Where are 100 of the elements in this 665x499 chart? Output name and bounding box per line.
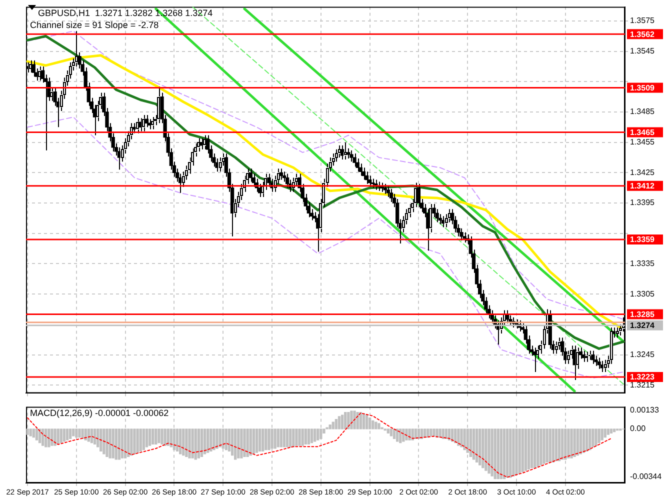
candlestick: [334, 148, 338, 162]
bar: [350, 410, 353, 430]
bar: [472, 428, 476, 460]
bar: [50, 428, 54, 446]
bar: [179, 428, 182, 454]
bar: [68, 428, 72, 439]
bar: [289, 428, 292, 448]
bar: [378, 423, 380, 430]
bar: [606, 428, 610, 435]
bar: [102, 428, 106, 454]
text: Channel size = 91 Slope = -2.78: [30, 20, 159, 30]
bar: [246, 428, 249, 458]
bar: [500, 428, 503, 480]
candlestick: [576, 347, 580, 370]
bar: [234, 428, 237, 460]
bar: [158, 428, 160, 444]
bar: [536, 428, 540, 467]
bar: [567, 428, 570, 458]
candlestick: [362, 167, 366, 180]
bar: [230, 428, 234, 456]
bar: [482, 428, 484, 468]
bar: [108, 428, 112, 458]
candlestick: [600, 360, 604, 372]
bar: [548, 428, 552, 463]
bar: [408, 428, 411, 440]
bar: [100, 428, 102, 452]
y-tick-label: 1.3335: [630, 258, 656, 268]
bar: [334, 418, 338, 430]
bar: [142, 428, 145, 450]
bar: [414, 428, 417, 439]
candlestick: [364, 171, 369, 184]
bar: [386, 428, 390, 434]
bar: [286, 428, 289, 448]
bar: [148, 428, 152, 446]
bar: [197, 428, 200, 458]
bar: [78, 428, 81, 438]
chart-title: MACD(12,26,9) -0.00001 -0.00062: [30, 408, 169, 418]
candlestick: [218, 157, 222, 172]
bar: [35, 428, 38, 440]
bar: [374, 422, 378, 430]
bar: [488, 428, 490, 474]
bar: [54, 428, 56, 446]
bar: [240, 428, 243, 458]
bar: [521, 428, 524, 472]
bar: [29, 428, 32, 436]
bar: [396, 428, 399, 442]
bar: [310, 428, 314, 444]
bar: [120, 428, 124, 458]
bar: [182, 428, 185, 456]
candlestick: [416, 183, 421, 208]
bar: [506, 428, 509, 478]
candlestick: [337, 144, 342, 158]
y-tick-label: 1.3455: [630, 138, 656, 147]
bar: [359, 412, 362, 430]
candlestick: [38, 66, 42, 82]
bar: [598, 428, 600, 444]
candlestick: [460, 228, 464, 241]
bar: [106, 428, 108, 458]
bar: [280, 428, 283, 448]
candlestick: [202, 134, 207, 150]
bar: [41, 428, 44, 446]
bar: [340, 414, 344, 430]
bar: [282, 428, 286, 448]
bar: [206, 428, 210, 453]
candlestick: [157, 86, 161, 124]
bar: [96, 428, 100, 448]
bar: [292, 428, 295, 448]
bar: [252, 428, 256, 454]
bar: [496, 428, 500, 480]
bar: [81, 428, 84, 439]
bar: [194, 428, 197, 460]
bar: [114, 428, 118, 460]
ref-line-label: 1.3562: [630, 30, 656, 39]
bar: [392, 428, 396, 439]
bar: [399, 428, 402, 444]
candlestick: [142, 114, 146, 132]
bar: [594, 428, 598, 446]
candlestick: [616, 326, 620, 338]
candlestick: [554, 341, 558, 354]
bar: [301, 428, 304, 446]
ref-line-label: 1.3274: [630, 321, 656, 330]
candlestick: [350, 150, 354, 162]
bar: [237, 428, 240, 458]
bar: [494, 428, 496, 480]
bar: [127, 428, 130, 458]
candlestick: [151, 116, 155, 130]
bar: [484, 428, 488, 471]
y-tick-label: 1.3545: [630, 46, 656, 56]
bar: [191, 428, 194, 458]
line-series: [27, 116, 624, 379]
bar: [612, 428, 616, 432]
bar: [347, 412, 350, 430]
bar: [546, 428, 548, 463]
candlestick: [462, 232, 466, 243]
candlestick: [28, 60, 32, 74]
bar: [164, 428, 166, 446]
bar: [262, 428, 264, 452]
bar: [430, 428, 432, 436]
bar: [463, 428, 466, 450]
bar: [390, 428, 393, 436]
